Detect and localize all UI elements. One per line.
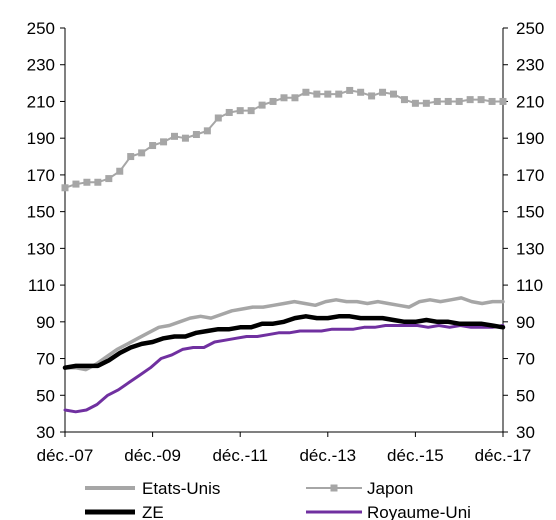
y-tick-label-right: 130	[516, 239, 544, 258]
data-point-japon	[477, 96, 485, 104]
data-point-japon	[455, 97, 463, 105]
series-royaume-uni	[63, 324, 505, 414]
data-point-japon	[171, 132, 178, 140]
y-tick-label-right: 50	[516, 386, 535, 405]
x-tick-label: déc.-15	[387, 446, 444, 465]
data-point-japon	[390, 90, 397, 98]
data-point-japon	[105, 175, 113, 183]
data-point-japon	[192, 131, 200, 139]
y-tick-label-left: 210	[27, 92, 55, 111]
data-point-japon	[138, 149, 146, 157]
data-point-japon	[236, 107, 244, 115]
data-point-japon	[116, 167, 124, 175]
data-point-japon	[499, 97, 507, 105]
data-point-japon	[444, 97, 452, 105]
data-point-japon	[379, 88, 387, 96]
x-tick-label: déc.-11	[212, 446, 267, 465]
legend-item-ze: ZE	[85, 503, 164, 520]
data-point-japon	[313, 90, 321, 98]
legend-item-royaume-uni: Royaume-Uni	[306, 503, 471, 520]
data-point-japon	[269, 97, 277, 105]
y-tick-label-right: 230	[516, 56, 544, 75]
series-ze	[62, 314, 506, 370]
x-tick-label: déc.-13	[299, 446, 356, 465]
legend-label-royaume-uni: Royaume-Uni	[367, 503, 471, 520]
data-point-japon	[247, 107, 255, 115]
y-tick-label-right: 250	[516, 19, 544, 38]
data-point-japon	[433, 97, 441, 105]
y-tick-label-left: 250	[27, 19, 55, 38]
legend: Etats-Unis Japon ZE Royaume-Uni	[85, 479, 471, 520]
y-tick-label-right: 150	[516, 203, 544, 222]
y-tick-label-right: 190	[516, 129, 544, 148]
data-point-japon	[324, 90, 332, 98]
data-point-japon	[61, 184, 69, 192]
data-point-japon	[346, 86, 354, 94]
data-point-japon	[280, 94, 288, 102]
y-tick-label-right: 30	[516, 423, 535, 442]
data-point-japon	[335, 90, 343, 98]
y-tick-label-left: 90	[36, 313, 55, 332]
axes: 30 50 70 90 110 130 150 170 190 210 230 250 30 50 70 90…	[27, 19, 545, 465]
y-tick-label-right: 70	[516, 350, 535, 369]
y-tick-label-right: 170	[516, 166, 544, 185]
y-tick-label-left: 50	[36, 386, 55, 405]
data-point-japon	[368, 92, 376, 100]
y-tick-label-left: 70	[36, 350, 55, 369]
series-layer	[61, 86, 507, 414]
data-point-japon	[127, 153, 135, 161]
series-etats-unis	[63, 296, 505, 372]
data-point-japon	[83, 178, 91, 186]
y-tick-label-left: 230	[27, 56, 55, 75]
y-tick-label-left: 150	[27, 203, 55, 222]
y-tick-label-left: 30	[36, 423, 55, 442]
data-point-japon	[181, 134, 189, 142]
y-tick-label-left: 110	[28, 276, 55, 295]
legend-marker-japon	[330, 484, 338, 492]
series-japon	[61, 86, 507, 192]
x-tick-label: déc.-09	[124, 446, 181, 465]
x-tick-label: déc.-17	[475, 446, 532, 465]
x-tick-label: déc.-07	[37, 446, 94, 465]
data-point-japon	[225, 108, 233, 116]
data-point-japon	[291, 94, 299, 102]
data-point-japon	[422, 99, 430, 107]
y-tick-label-right: 90	[516, 313, 535, 332]
data-point-japon	[214, 114, 222, 122]
data-point-japon	[72, 180, 80, 188]
series-line-ze	[62, 314, 506, 370]
legend-label-japon: Japon	[367, 479, 413, 498]
data-point-japon	[258, 101, 266, 109]
data-point-japon	[400, 96, 408, 104]
data-point-japon	[94, 178, 102, 186]
data-point-japon	[488, 97, 496, 105]
data-point-japon	[357, 88, 365, 96]
legend-item-etats-unis: Etats-Unis	[85, 479, 220, 498]
data-point-japon	[203, 127, 211, 135]
data-point-japon	[302, 88, 310, 96]
legend-label-ze: ZE	[142, 503, 164, 520]
series-line-royaume-uni	[63, 324, 505, 414]
y-tick-label-left: 190	[27, 129, 55, 148]
data-point-japon	[160, 138, 168, 146]
series-line-etats-unis	[63, 296, 505, 372]
data-point-japon	[411, 99, 419, 107]
y-tick-label-left: 170	[27, 166, 55, 185]
data-point-japon	[149, 142, 157, 150]
y-tick-label-right: 210	[516, 92, 544, 111]
legend-label-etats-unis: Etats-Unis	[142, 479, 220, 498]
data-point-japon	[466, 96, 474, 104]
legend-item-japon: Japon	[306, 479, 413, 498]
y-tick-label-right: 110	[516, 276, 543, 295]
y-tick-label-left: 130	[27, 239, 55, 258]
series-line-japon	[64, 89, 504, 189]
